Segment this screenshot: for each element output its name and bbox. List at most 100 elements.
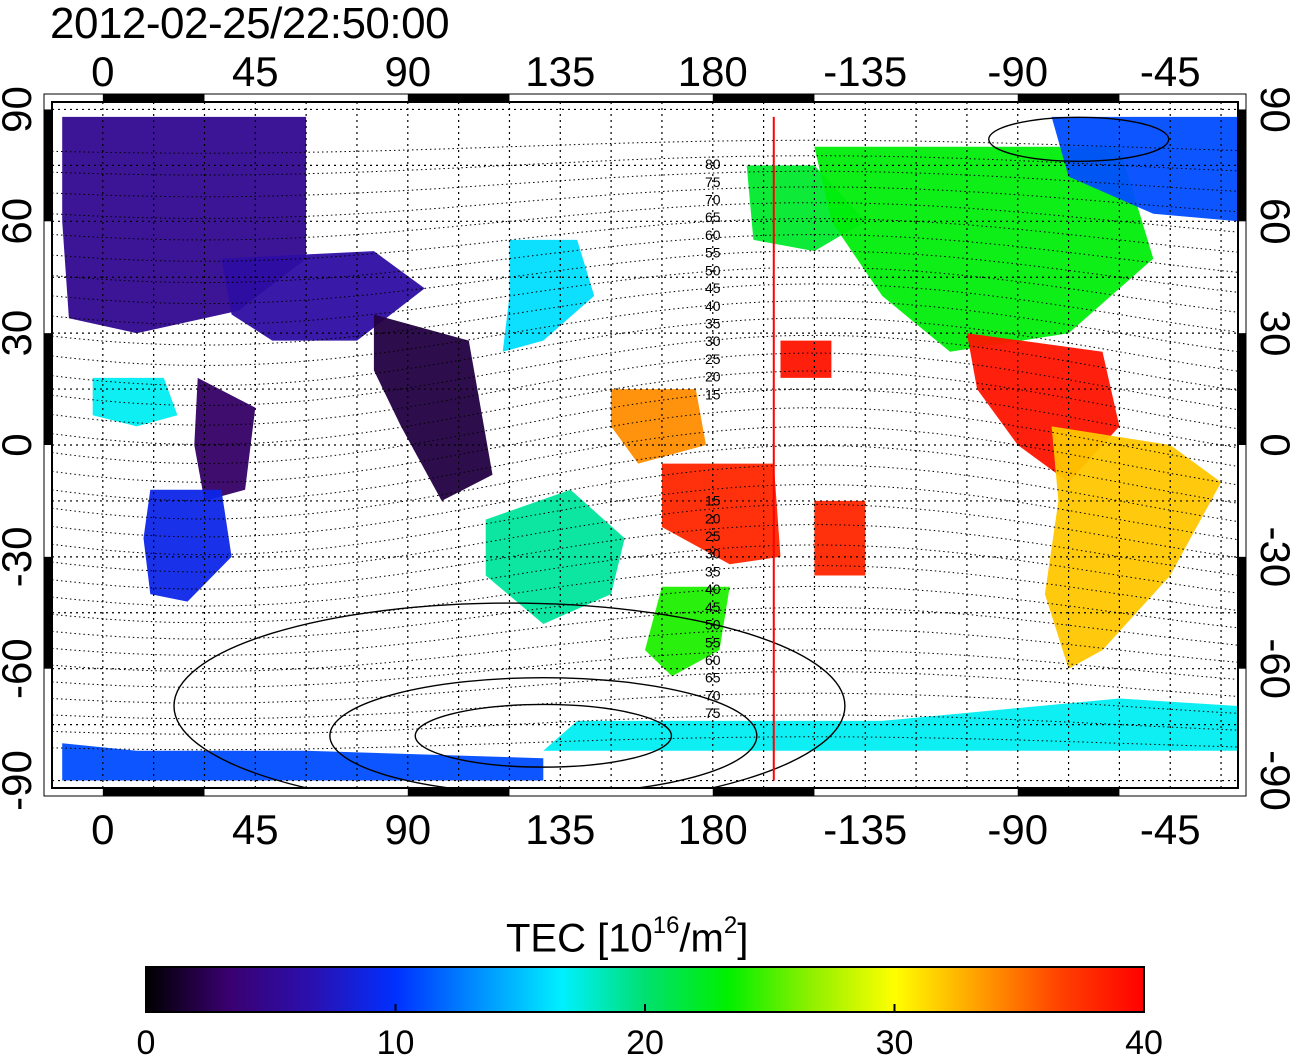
map-frame	[43, 93, 1247, 797]
contour-label: 40	[705, 581, 721, 597]
lon-tick-label-top: 45	[232, 48, 279, 95]
frame-bar-bottom	[712, 788, 815, 796]
frame-bar-top	[1017, 94, 1120, 102]
tec-region-south-america	[1044, 426, 1222, 669]
magnetic-contour	[52, 218, 1238, 262]
magnetic-contour	[52, 300, 1238, 366]
magnetic-contour	[52, 483, 1238, 556]
magnetic-contour	[52, 524, 1238, 590]
magnetic-pole-contour	[173, 602, 846, 788]
contour-label: 60	[705, 652, 721, 668]
contour-label: 25	[705, 351, 721, 367]
lon-tick-label-top: 90	[384, 48, 431, 95]
magnetic-contour	[52, 352, 1238, 426]
lat-tick-label-left: 90	[0, 86, 40, 133]
magnetic-contour	[52, 503, 1238, 573]
tec-region-india	[373, 314, 493, 501]
frame-bar-left	[44, 333, 52, 445]
lon-tick-label-bottom: 0	[91, 806, 114, 853]
lon-tick-label-bottom: 180	[678, 806, 748, 853]
magnetic-contour	[52, 445, 1238, 520]
contour-label: 70	[705, 687, 721, 703]
lon-tick-label-bottom: -45	[1140, 806, 1201, 853]
lon-tick-label-top: -45	[1140, 48, 1201, 95]
tec-region-antarctic-east	[543, 698, 1238, 751]
lat-tick-label-right: 60	[1252, 198, 1292, 245]
magnetic-contour	[52, 544, 1238, 607]
contour-label: 30	[705, 333, 721, 349]
tec-region-australia	[485, 489, 625, 624]
colorbar-tick-label: 20	[626, 1024, 664, 1057]
magnetic-contour	[52, 370, 1238, 445]
magnetic-contour	[52, 671, 1238, 704]
contour-label: 60	[705, 227, 721, 243]
magnetic-contour	[52, 464, 1238, 538]
contour-label: 35	[705, 563, 721, 579]
magnetic-contour	[52, 628, 1238, 672]
tec-region-south-pacific-east	[814, 500, 866, 576]
timestamp-title: 2012-02-25/22:50:00	[50, 0, 450, 48]
lat-tick-label-right: 90	[1252, 86, 1292, 133]
lon-tick-label-top: 135	[525, 48, 595, 95]
lat-tick-label-right: -90	[1252, 750, 1292, 811]
magnetic-contour	[52, 606, 1238, 656]
tec-region-south-africa	[143, 489, 232, 602]
tec-region-central-asia	[221, 251, 425, 341]
contour-label: 80	[705, 156, 721, 172]
contour-label: 45	[705, 280, 721, 296]
frame-bar-bottom	[1017, 788, 1120, 796]
magnetic-contour	[52, 425, 1238, 502]
frame-bar-top	[712, 94, 815, 102]
tec-region-new-zealand	[645, 586, 730, 677]
contour-label: 25	[705, 528, 721, 544]
lat-tick-label-left: -60	[0, 638, 40, 699]
magnetic-pole-contour	[414, 703, 673, 768]
contour-label: 35	[705, 315, 721, 331]
contour-label: 15	[705, 386, 721, 402]
lon-tick-label-top: -90	[987, 48, 1048, 95]
magnetic-pole-contour	[329, 676, 758, 788]
contour-label: 75	[705, 174, 721, 190]
magnetic-contours	[52, 116, 1238, 788]
lon-tick-label-top: 180	[678, 48, 748, 95]
lat-tick-label-left: -30	[0, 526, 40, 587]
magnetic-contour	[52, 388, 1238, 465]
lon-tick-label-top: 0	[91, 48, 114, 95]
contour-label: 20	[705, 510, 721, 526]
contour-label: 15	[705, 493, 721, 509]
frame-bar-left	[44, 556, 52, 669]
contour-label: 75	[705, 705, 721, 721]
magnetic-contour	[52, 202, 1238, 241]
tec-region-east-africa	[194, 377, 256, 501]
lon-tick-label-bottom: -135	[823, 806, 907, 853]
frame-bar-right	[1238, 109, 1246, 222]
contour-label: 45	[705, 599, 721, 615]
magnetic-contour	[52, 407, 1238, 483]
contour-label: 40	[705, 298, 721, 314]
lon-tick-label-bottom: 135	[525, 806, 595, 853]
magnetic-contour	[52, 283, 1238, 346]
lat-tick-label-left: 0	[0, 433, 40, 456]
contour-label: 65	[705, 670, 721, 686]
frame-bar-right	[1238, 556, 1246, 669]
contour-label: 50	[705, 617, 721, 633]
contour-label: 70	[705, 192, 721, 208]
contour-label: 55	[705, 245, 721, 261]
contour-label: 65	[705, 209, 721, 225]
magnetic-contour	[52, 649, 1238, 688]
colorbar-tick-label: 0	[137, 1024, 156, 1057]
tec-region-pacific-hot	[661, 463, 781, 565]
lon-tick-label-bottom: 90	[384, 806, 431, 853]
frame-bar-bottom	[102, 788, 205, 796]
tec-region-pacific-east-spot	[780, 340, 832, 378]
frame-bar-right	[1238, 333, 1246, 445]
frame-bar-left	[44, 109, 52, 222]
frame-bar-top	[407, 94, 510, 102]
colorbar: 0 10 20 30 40	[137, 966, 1163, 1057]
magnetic-pole-contour	[988, 116, 1170, 162]
lat-tick-label-left: 60	[0, 198, 40, 245]
magnetic-contour	[52, 317, 1238, 387]
magnetic-contour	[52, 234, 1238, 284]
tec-region-canada-arctic	[1051, 116, 1238, 222]
